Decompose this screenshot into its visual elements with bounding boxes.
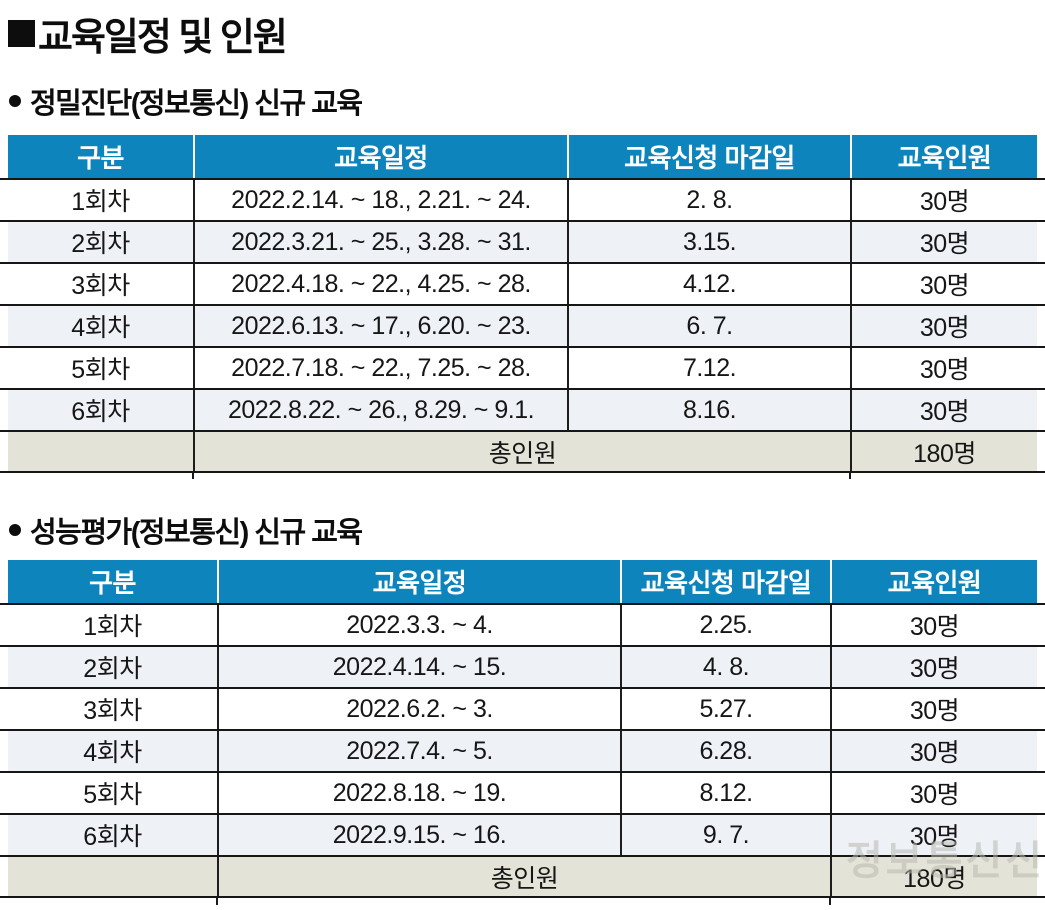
cell-round: 1회차 [8, 180, 193, 220]
total-empty-cell [8, 857, 217, 896]
cell-schedule: 2022.7.18. ~ 22., 7.25. ~ 28. [193, 348, 567, 388]
total-label-cell: 총인원 [217, 857, 830, 896]
page-title-text: 교육일정 및 인원 [38, 17, 288, 59]
cell-capacity: 30명 [830, 689, 1037, 729]
cell-schedule: 2022.3.21. ~ 25., 3.28. ~ 31. [193, 222, 567, 262]
table-border-stub [829, 898, 831, 905]
cell-round: 6회차 [8, 815, 217, 855]
cell-deadline: 9. 7. [620, 815, 830, 855]
section-2-subtitle-text: 성능평가(정보통신) 신규 교육 [30, 517, 363, 549]
cell-capacity: 30명 [850, 222, 1037, 262]
cell-schedule: 2022.8.18. ~ 19. [217, 773, 620, 813]
table-row: 5회차 2022.7.18. ~ 22., 7.25. ~ 28. 7.12. … [0, 348, 1045, 390]
header-cell-schedule: 교육일정 [193, 135, 567, 178]
table-border-stub [849, 472, 851, 479]
cell-deadline: 6.28. [620, 731, 830, 771]
cell-schedule: 2022.9.15. ~ 16. [217, 815, 620, 855]
cell-round: 4회차 [8, 731, 217, 771]
cell-schedule: 2022.6.2. ~ 3. [217, 689, 620, 729]
bullet-icon [9, 524, 21, 536]
header-cell-deadline: 교육신청 마감일 [620, 560, 830, 603]
table-row: 5회차 2022.8.18. ~ 19. 8.12. 30명 [0, 773, 1045, 815]
header-cell-category: 구분 [8, 135, 193, 178]
cell-schedule: 2022.8.22. ~ 26., 8.29. ~ 9.1. [193, 390, 567, 430]
section-1-subtitle: 정밀진단(정보통신) 신규 교육 [9, 80, 363, 122]
cell-deadline: 4.12. [567, 264, 850, 304]
cell-deadline: 4. 8. [620, 647, 830, 687]
total-empty-cell [8, 432, 193, 471]
table-border-stub [216, 898, 218, 905]
cell-deadline: 6. 7. [567, 306, 850, 346]
table-header-row: 구분 교육일정 교육신청 마감일 교육인원 [0, 135, 1045, 180]
cell-round: 4회차 [8, 306, 193, 346]
cell-schedule: 2022.6.13. ~ 17., 6.20. ~ 23. [193, 306, 567, 346]
cell-round: 6회차 [8, 390, 193, 430]
cell-capacity: 30명 [850, 348, 1037, 388]
cell-deadline: 7.12. [567, 348, 850, 388]
header-cell-deadline: 교육신청 마감일 [567, 135, 850, 178]
table-row: 3회차 2022.4.18. ~ 22., 4.25. ~ 28. 4.12. … [0, 264, 1045, 306]
total-row: 총인원 180명 [0, 432, 1045, 473]
cell-round: 2회차 [8, 647, 217, 687]
header-cell-capacity: 교육인원 [830, 560, 1037, 603]
cell-schedule: 2022.4.18. ~ 22., 4.25. ~ 28. [193, 264, 567, 304]
cell-deadline: 8.16. [567, 390, 850, 430]
section-1-subtitle-text: 정밀진단(정보통신) 신규 교육 [30, 88, 363, 120]
total-label-cell: 총인원 [193, 432, 850, 471]
header-cell-schedule: 교육일정 [217, 560, 620, 603]
table-border-stub [192, 472, 194, 479]
cell-capacity: 30명 [850, 306, 1037, 346]
table-row: 2회차 2022.3.21. ~ 25., 3.28. ~ 31. 3.15. … [0, 222, 1045, 264]
cell-deadline: 2.25. [620, 605, 830, 645]
cell-deadline: 5.27. [620, 689, 830, 729]
table-row: 6회차 2022.9.15. ~ 16. 9. 7. 30명 [0, 815, 1045, 857]
bullet-icon [9, 95, 21, 107]
cell-schedule: 2022.4.14. ~ 15. [217, 647, 620, 687]
total-row: 총인원 180명 [0, 857, 1045, 898]
cell-capacity: 30명 [850, 264, 1037, 304]
square-marker-icon [8, 20, 35, 47]
education-table-2: 구분 교육일정 교육신청 마감일 교육인원 1회차 2022.3.3. ~ 4.… [0, 560, 1045, 898]
cell-round: 2회차 [8, 222, 193, 262]
cell-capacity: 30명 [830, 815, 1037, 855]
table-row: 1회차 2022.2.14. ~ 18., 2.21. ~ 24. 2. 8. … [0, 180, 1045, 222]
total-value-cell: 180명 [850, 432, 1037, 471]
total-value-cell: 180명 [830, 857, 1037, 896]
table-header-row: 구분 교육일정 교육신청 마감일 교육인원 [0, 560, 1045, 605]
cell-capacity: 30명 [830, 647, 1037, 687]
cell-deadline: 3.15. [567, 222, 850, 262]
cell-round: 3회차 [8, 264, 193, 304]
cell-capacity: 30명 [830, 731, 1037, 771]
table-row: 6회차 2022.8.22. ~ 26., 8.29. ~ 9.1. 8.16.… [0, 390, 1045, 432]
table-row: 4회차 2022.7.4. ~ 5. 6.28. 30명 [0, 731, 1045, 773]
cell-capacity: 30명 [850, 180, 1037, 220]
cell-round: 1회차 [8, 605, 217, 645]
table-row: 1회차 2022.3.3. ~ 4. 2.25. 30명 [0, 605, 1045, 647]
table-row: 4회차 2022.6.13. ~ 17., 6.20. ~ 23. 6. 7. … [0, 306, 1045, 348]
cell-round: 5회차 [8, 773, 217, 813]
section-2-subtitle: 성능평가(정보통신) 신규 교육 [9, 509, 363, 551]
cell-deadline: 8.12. [620, 773, 830, 813]
cell-schedule: 2022.2.14. ~ 18., 2.21. ~ 24. [193, 180, 567, 220]
header-cell-capacity: 교육인원 [850, 135, 1037, 178]
cell-capacity: 30명 [830, 605, 1037, 645]
cell-round: 3회차 [8, 689, 217, 729]
table-row: 3회차 2022.6.2. ~ 3. 5.27. 30명 [0, 689, 1045, 731]
cell-capacity: 30명 [830, 773, 1037, 813]
cell-schedule: 2022.3.3. ~ 4. [217, 605, 620, 645]
cell-round: 5회차 [8, 348, 193, 388]
cell-schedule: 2022.7.4. ~ 5. [217, 731, 620, 771]
table-row: 2회차 2022.4.14. ~ 15. 4. 8. 30명 [0, 647, 1045, 689]
page-title: 교육일정 및 인원 [8, 6, 288, 61]
cell-deadline: 2. 8. [567, 180, 850, 220]
cell-capacity: 30명 [850, 390, 1037, 430]
education-table-1: 구분 교육일정 교육신청 마감일 교육인원 1회차 2022.2.14. ~ 1… [0, 135, 1045, 473]
header-cell-category: 구분 [8, 560, 217, 603]
